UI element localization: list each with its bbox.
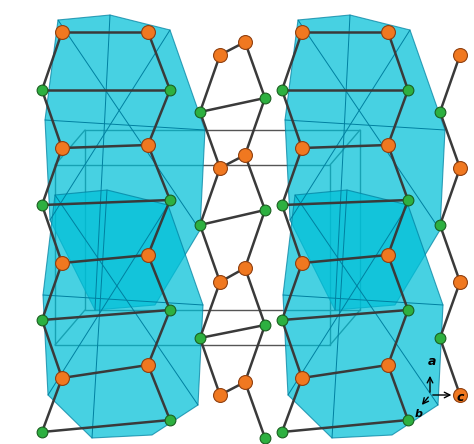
Point (404, 196, 412, 203)
Point (58, 374, 66, 381)
Point (404, 87, 412, 94)
Point (38, 317, 46, 324)
Point (261, 434, 269, 441)
Point (261, 321, 269, 329)
Point (196, 108, 204, 115)
Point (196, 222, 204, 229)
Point (456, 164, 464, 171)
Point (261, 206, 269, 214)
Point (298, 28, 306, 36)
Point (216, 392, 224, 399)
Point (216, 52, 224, 59)
Point (144, 361, 152, 369)
Point (456, 278, 464, 285)
Point (436, 222, 444, 229)
Point (58, 259, 66, 266)
Polygon shape (43, 190, 203, 438)
Point (298, 259, 306, 266)
Point (58, 28, 66, 36)
Polygon shape (45, 15, 205, 310)
Point (38, 428, 46, 436)
Point (384, 251, 392, 258)
Point (196, 334, 204, 341)
Point (456, 52, 464, 59)
Point (384, 28, 392, 36)
Point (241, 151, 249, 159)
Point (166, 87, 174, 94)
Polygon shape (283, 190, 443, 438)
Point (436, 108, 444, 115)
Point (241, 265, 249, 272)
Point (278, 317, 286, 324)
Point (216, 164, 224, 171)
Point (298, 374, 306, 381)
Point (278, 202, 286, 209)
Point (278, 428, 286, 436)
Point (38, 87, 46, 94)
Point (261, 95, 269, 102)
Polygon shape (285, 15, 445, 310)
Point (166, 196, 174, 203)
Point (216, 278, 224, 285)
Point (404, 416, 412, 424)
Text: b: b (415, 409, 423, 419)
Point (384, 361, 392, 369)
Point (436, 334, 444, 341)
Point (144, 251, 152, 258)
Text: a: a (428, 355, 436, 368)
Text: c: c (456, 391, 464, 404)
Point (144, 28, 152, 36)
Point (241, 378, 249, 385)
Point (298, 144, 306, 151)
Point (38, 202, 46, 209)
Point (456, 392, 464, 399)
Point (166, 416, 174, 424)
Point (166, 306, 174, 313)
Point (278, 87, 286, 94)
Point (144, 142, 152, 149)
Point (241, 39, 249, 46)
Point (404, 306, 412, 313)
Point (384, 142, 392, 149)
Point (58, 144, 66, 151)
